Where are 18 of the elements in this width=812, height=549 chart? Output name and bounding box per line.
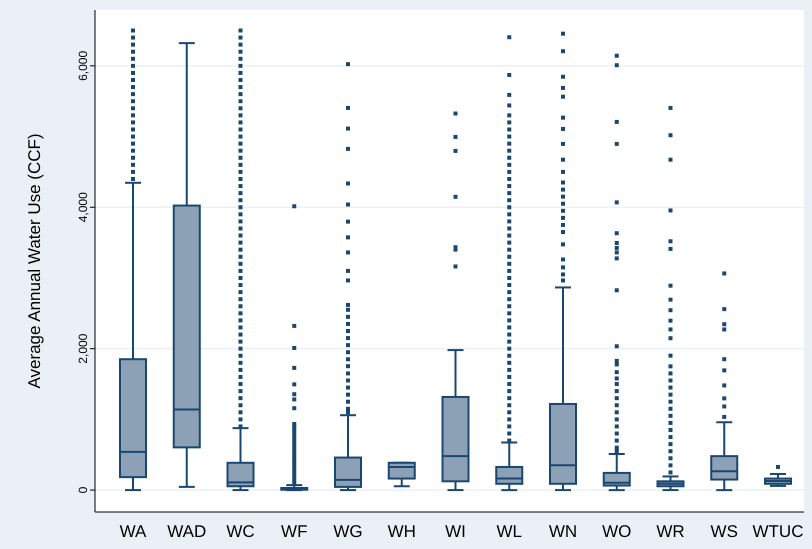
x-tick-label: WA xyxy=(120,522,148,541)
x-tick-label: WAD xyxy=(167,522,206,541)
x-tick-label: WH xyxy=(388,522,416,541)
x-tick-label: WS xyxy=(710,522,738,541)
y-tick-label: 6,000 xyxy=(76,50,90,81)
x-tick-label: WR xyxy=(656,522,685,541)
x-tick-label: WO xyxy=(602,522,632,541)
x-tick-label: WF xyxy=(281,522,308,541)
x-tick-label: WI xyxy=(445,522,466,541)
x-tick-label: WC xyxy=(226,522,255,541)
x-tick-label: WG xyxy=(333,522,363,541)
y-tick-label: 2,000 xyxy=(76,333,90,364)
y-axis-title: Average Annual Water Use (CCF) xyxy=(25,133,44,389)
x-tick-label: WN xyxy=(548,522,578,541)
x-tick-label: WL xyxy=(496,522,522,541)
y-tick-label: 4,000 xyxy=(76,192,90,222)
x-tick-label: WTUC xyxy=(752,522,804,541)
y-tick-label: 0 xyxy=(76,486,90,494)
